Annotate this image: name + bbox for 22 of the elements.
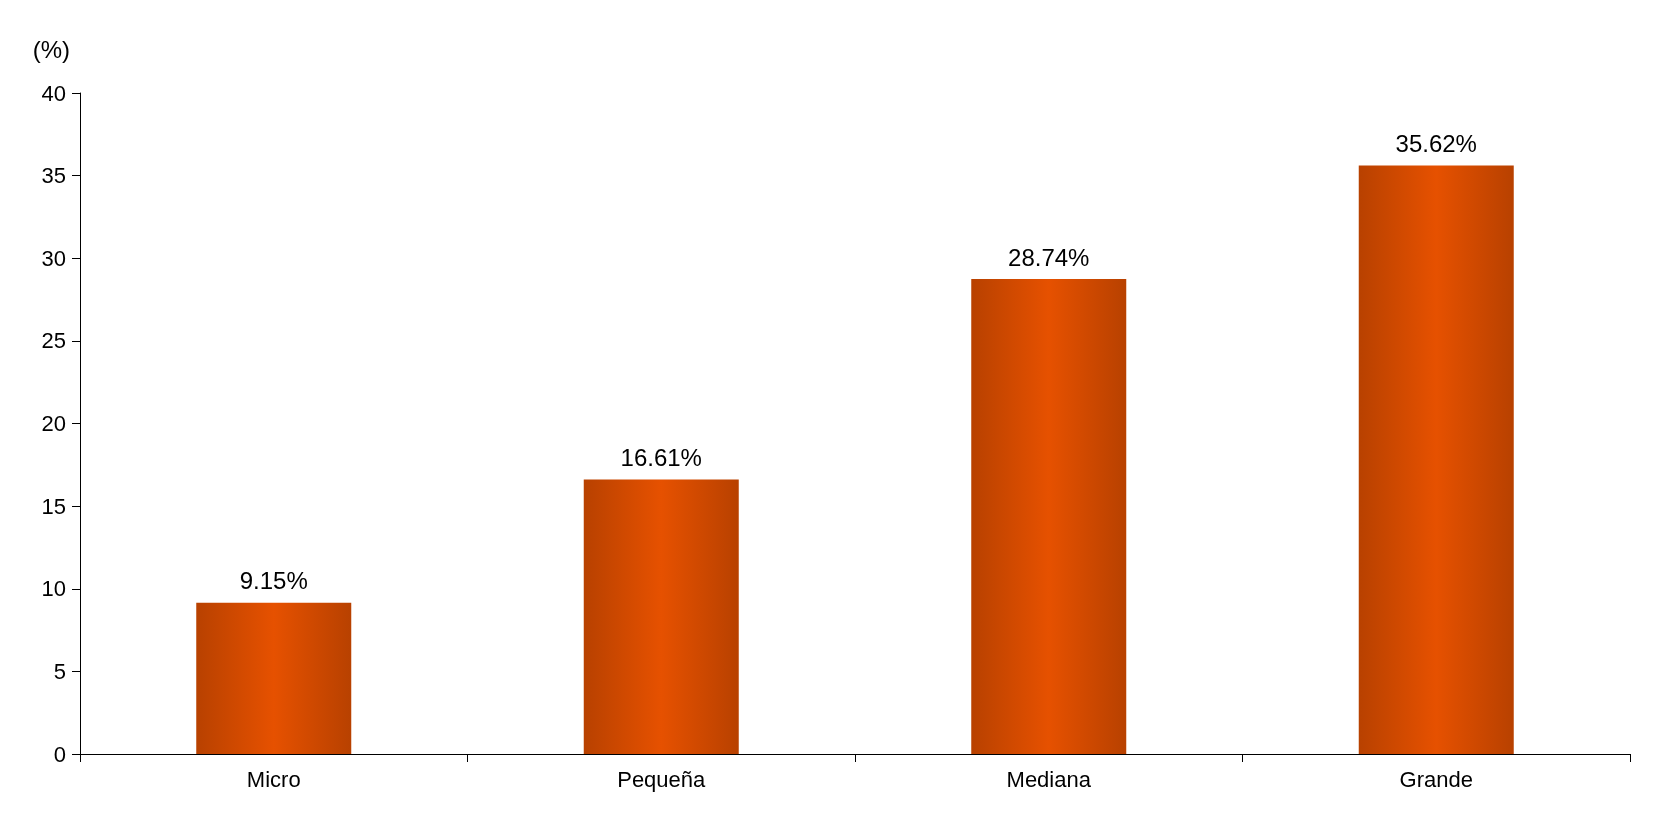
y-tick-label: 5	[53, 658, 66, 684]
data-label: 9.15%	[239, 567, 308, 595]
y-tick-label: 10	[41, 576, 66, 602]
data-label: 35.62%	[1395, 129, 1477, 157]
y-tick-label: 15	[41, 493, 66, 519]
y-tick-label: 40	[41, 80, 66, 106]
bar	[583, 479, 739, 754]
y-axis-title: (%)	[32, 35, 70, 63]
data-label: 28.74%	[1008, 243, 1090, 271]
x-tick-label: Micro	[246, 766, 301, 792]
y-tick-label: 25	[41, 328, 66, 354]
x-tick-label: Grande	[1399, 766, 1473, 792]
y-tick-label: 35	[41, 163, 66, 189]
bar	[1358, 165, 1514, 754]
y-tick-label: 30	[41, 245, 66, 271]
y-tick-label: 20	[41, 411, 66, 436]
x-tick-label: Mediana	[1006, 766, 1092, 792]
y-tick-label: 0	[53, 741, 66, 767]
bar	[196, 602, 352, 754]
bar	[971, 279, 1127, 754]
data-label: 16.61%	[620, 444, 702, 472]
x-tick-label: Pequeña	[617, 766, 707, 792]
